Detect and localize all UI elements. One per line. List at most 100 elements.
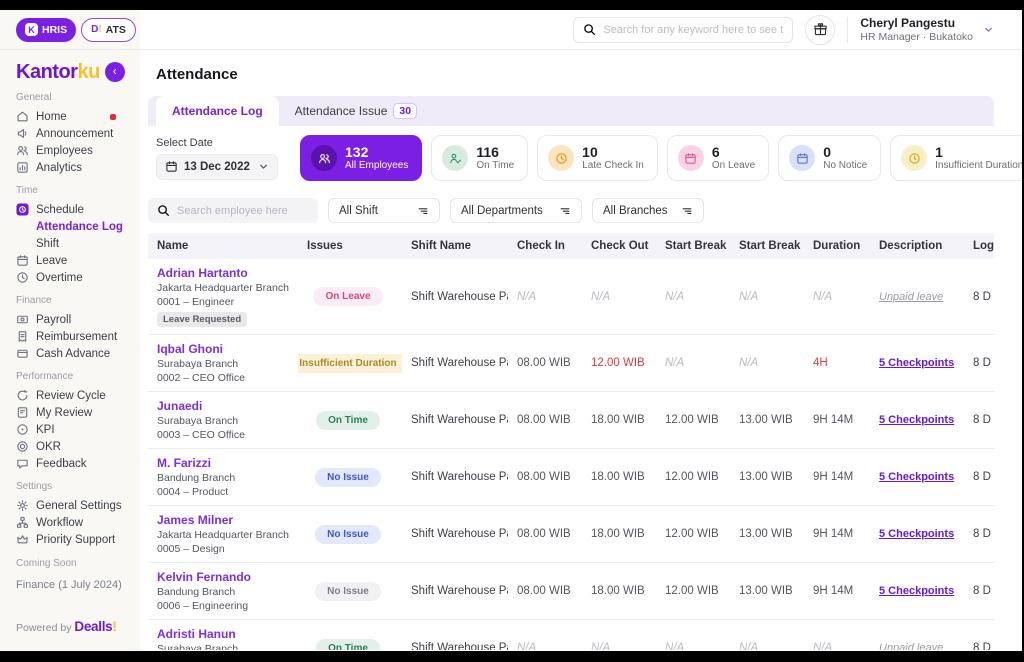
employee-search-field[interactable]: [177, 204, 309, 217]
tab-attendance-issue[interactable]: Attendance Issue 30: [279, 96, 433, 126]
stat-card-on-leave[interactable]: 6 On Leave: [666, 135, 770, 181]
search-icon: [583, 23, 596, 36]
cell-description: Unpaid leave: [870, 635, 964, 650]
sidebar-item-workflow[interactable]: Workflow: [16, 514, 140, 531]
nav-section-label: Performance: [16, 371, 74, 382]
cell-start-break-2: N/A: [739, 290, 759, 303]
employee-name-link[interactable]: James Milner: [157, 513, 234, 527]
global-search-input[interactable]: [573, 16, 794, 43]
user-menu[interactable]: Cheryl Pangestu HR Manager · Bukatoko: [860, 16, 994, 43]
checkpoints-link[interactable]: 5 Checkpoints: [879, 414, 955, 426]
stat-card-late-check-in[interactable]: 10 Late Check In: [537, 135, 658, 181]
employee-position: 0006 – Engineering: [157, 600, 249, 612]
sidebar-item-label: My Review: [36, 406, 93, 419]
sidebar: Kantorku ‹ General Home Announcement Employ…: [0, 50, 140, 650]
cell-check-in: N/A: [517, 290, 537, 303]
nav-section-label: Time: [16, 185, 38, 196]
unpaid-leave-link[interactable]: Unpaid leave: [879, 642, 944, 650]
checkpoints-link[interactable]: 5 Checkpoints: [879, 471, 955, 483]
sidebar-item-okr[interactable]: OKR: [16, 438, 140, 455]
sidebar-item-kpi[interactable]: KPI: [16, 421, 140, 438]
filter-dropdown-all-shift[interactable]: All Shift: [328, 198, 440, 223]
sidebar-item-shift[interactable]: Shift: [16, 235, 140, 252]
crown-icon: [16, 533, 29, 546]
date-picker[interactable]: 13 Dec 2022: [156, 153, 278, 180]
cell-start-break-1: 12.00 WIB: [665, 585, 719, 597]
cell-start-break-1: 12.00 WIB: [665, 414, 719, 426]
employee-name-link[interactable]: Junaedi: [157, 399, 203, 413]
cell-check-out: 18.00 WIB: [591, 414, 645, 426]
cell-duration: 4H: [813, 357, 828, 369]
filter-dropdown-all-branches[interactable]: All Branches: [592, 198, 704, 223]
chart-icon: [16, 161, 29, 174]
docedit-icon: [16, 406, 29, 419]
cell-check-out: 18.00 WIB: [591, 528, 645, 540]
sidebar-item-announcement[interactable]: Announcement: [16, 125, 140, 142]
dropdown-label: All Departments: [461, 204, 543, 217]
user-role: HR Manager · Bukatoko: [860, 31, 973, 43]
filter-dropdown-all-departments[interactable]: All Departments: [450, 198, 582, 223]
stat-card-insufficient-duration[interactable]: 1 Insufficient Duration: [890, 135, 1022, 181]
wallet-icon: [16, 347, 29, 360]
dropdown-label: All Branches: [603, 204, 668, 217]
sidebar-item-home[interactable]: Home: [16, 108, 140, 125]
calendar-icon: [16, 254, 29, 267]
hris-switch-button[interactable]: K HRIS: [16, 17, 77, 42]
sidebar-item-feedback[interactable]: Feedback: [16, 455, 140, 472]
ats-switch-button[interactable]: D! ATS: [81, 17, 136, 42]
sidebar-item-analytics[interactable]: Analytics: [16, 159, 140, 176]
sidebar-item-schedule[interactable]: Schedule: [16, 201, 140, 218]
cell-start-break-2: 13.00 WIB: [739, 471, 793, 483]
cell-check-in: N/A: [517, 642, 537, 650]
nav-section-label: Settings: [16, 481, 53, 492]
employee-name-link[interactable]: Iqbal Ghoni: [157, 342, 223, 356]
cell-shift-name: Shift Warehouse Pagi: [411, 357, 508, 369]
stat-value: 0: [823, 144, 832, 161]
filter-icon: [681, 205, 693, 217]
stat-card-on-time[interactable]: 116 On Time: [431, 135, 529, 181]
cell-description: 5 Checkpoints: [870, 350, 964, 376]
sidebar-item-label: Announcement: [36, 127, 114, 140]
cell-start-break-2: 13.00 WIB: [739, 585, 793, 597]
clock-icon: [901, 145, 928, 171]
sidebar-item-general-settings[interactable]: General Settings: [16, 497, 140, 514]
sidebar-item-label: Employees: [36, 144, 93, 157]
sidebar-item-payroll[interactable]: Payroll: [16, 311, 140, 328]
banknote-icon: [16, 313, 29, 326]
sidebar-item-attendance-log[interactable]: Attendance Log: [16, 218, 140, 235]
employee-name-link[interactable]: Adristi Hanun: [157, 627, 236, 641]
employee-name-link[interactable]: Adrian Hartanto: [157, 266, 248, 280]
gear-icon: [16, 499, 29, 512]
filter-row: All Shift All Departments All Branches: [148, 198, 994, 223]
employee-name-link[interactable]: Kelvin Fernando: [157, 570, 252, 584]
sidebar-item-reimbursement[interactable]: Reimbursement: [16, 328, 140, 345]
app-window: K HRIS D! ATS Cheryl Pangestu HR Manager…: [0, 10, 1022, 651]
unpaid-leave-link[interactable]: Unpaid leave: [879, 290, 944, 303]
dealls-logo: Dealls: [74, 619, 113, 634]
checkpoints-link[interactable]: 5 Checkpoints: [879, 528, 955, 540]
sidebar-item-employees[interactable]: Employees: [16, 142, 140, 159]
sidebar-item-review-cycle[interactable]: Review Cycle: [16, 387, 140, 404]
sidebar-item-priority-support[interactable]: Priority Support: [16, 531, 140, 548]
sidebar-item-cash-advance[interactable]: Cash Advance: [16, 345, 140, 362]
gift-button[interactable]: [805, 14, 836, 45]
sidebar-collapse-button[interactable]: ‹: [104, 62, 125, 82]
checkpoints-link[interactable]: 5 Checkpoints: [879, 357, 955, 369]
tab-attendance-log[interactable]: Attendance Log: [156, 96, 279, 126]
people-icon: [311, 145, 337, 171]
cell-log: 8 D: [973, 528, 991, 540]
sidebar-item-leave[interactable]: Leave: [16, 252, 140, 269]
sidebar-item-label: Review Cycle: [36, 389, 106, 402]
sidebar-item-my-review[interactable]: My Review: [16, 404, 140, 421]
employee-search-input[interactable]: [148, 198, 318, 223]
cell-issues: No Issue: [298, 575, 402, 608]
topbar: K HRIS D! ATS Cheryl Pangestu HR Manager…: [0, 10, 1022, 50]
stat-card-no-notice[interactable]: 0 No Notice: [778, 135, 882, 181]
stat-card-all-employees[interactable]: 132 All Employees: [300, 135, 423, 181]
megaphone-icon: [16, 127, 29, 140]
checkpoints-link[interactable]: 5 Checkpoints: [879, 585, 955, 597]
sidebar-item-label: OKR: [36, 440, 61, 453]
global-search-field[interactable]: [603, 23, 784, 36]
sidebar-item-overtime[interactable]: Overtime: [16, 269, 140, 286]
employee-name-link[interactable]: M. Farizzi: [157, 456, 212, 470]
